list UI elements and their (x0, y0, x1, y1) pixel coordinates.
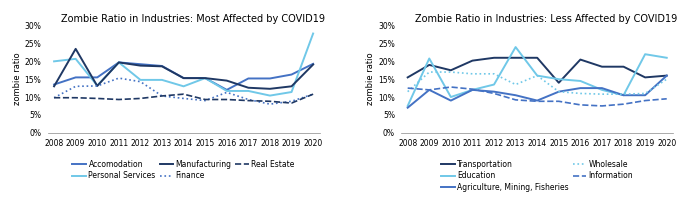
Text: Zombie Ratio in Industries: Less Affected by COVID19: Zombie Ratio in Industries: Less Affecte… (415, 13, 677, 24)
Y-axis label: zombie ratio: zombie ratio (13, 53, 22, 106)
Legend: Accomodation, Personal Services, Manufacturing, Finance, Real Estate: Accomodation, Personal Services, Manufac… (72, 160, 295, 180)
Y-axis label: zombie ratio: zombie ratio (367, 53, 375, 106)
Text: Zombie Ratio in Industries: Most Affected by COVID19: Zombie Ratio in Industries: Most Affecte… (61, 13, 325, 24)
Legend: Transportation, Education, Agriculture, Mining, Fisheries, Wholesale, Informatio: Transportation, Education, Agriculture, … (441, 160, 633, 192)
